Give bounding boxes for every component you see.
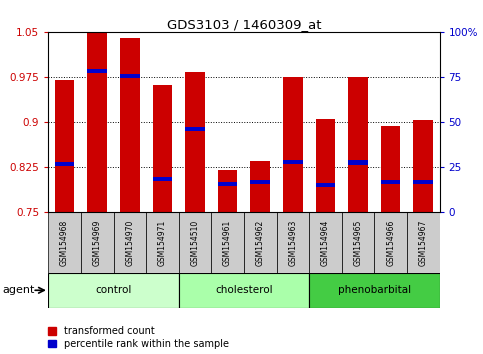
Text: control: control <box>95 285 132 295</box>
Bar <box>283 160 302 164</box>
Bar <box>309 273 440 308</box>
Text: cholesterol: cholesterol <box>215 285 273 295</box>
Bar <box>153 177 172 181</box>
Bar <box>48 273 179 308</box>
Bar <box>185 72 205 212</box>
Bar <box>81 212 114 273</box>
Text: GSM154969: GSM154969 <box>93 219 102 266</box>
Text: GSM154970: GSM154970 <box>125 219 134 266</box>
Bar <box>381 180 400 184</box>
Bar <box>316 183 335 187</box>
Text: GSM154962: GSM154962 <box>256 219 265 266</box>
Bar <box>185 127 205 131</box>
Bar <box>179 212 212 273</box>
Bar <box>218 170 238 212</box>
Text: GSM154971: GSM154971 <box>158 219 167 266</box>
Bar <box>413 180 433 184</box>
Bar <box>342 212 374 273</box>
Bar <box>55 162 74 166</box>
Bar <box>316 119 335 212</box>
Bar <box>348 77 368 212</box>
Bar <box>381 126 400 212</box>
Bar <box>48 212 81 273</box>
Text: GSM154961: GSM154961 <box>223 219 232 266</box>
Text: GSM154968: GSM154968 <box>60 219 69 266</box>
Bar <box>309 212 342 273</box>
Bar <box>114 212 146 273</box>
Bar <box>251 180 270 184</box>
Bar <box>413 120 433 212</box>
Bar <box>374 212 407 273</box>
Bar <box>348 160 368 165</box>
Text: GSM154967: GSM154967 <box>419 219 428 266</box>
Bar <box>212 212 244 273</box>
Bar <box>153 85 172 212</box>
Text: GSM154966: GSM154966 <box>386 219 395 266</box>
Title: GDS3103 / 1460309_at: GDS3103 / 1460309_at <box>167 18 321 31</box>
Bar <box>87 32 107 212</box>
Text: agent: agent <box>2 285 35 295</box>
Legend: transformed count, percentile rank within the sample: transformed count, percentile rank withi… <box>48 326 229 349</box>
Text: GSM154965: GSM154965 <box>354 219 363 266</box>
Bar <box>120 74 140 78</box>
Bar <box>251 161 270 212</box>
Text: phenobarbital: phenobarbital <box>338 285 411 295</box>
Bar <box>146 212 179 273</box>
Bar <box>87 69 107 73</box>
Text: GSM154510: GSM154510 <box>190 219 199 266</box>
Bar <box>276 212 309 273</box>
Bar <box>218 182 238 186</box>
Bar <box>244 212 277 273</box>
Bar <box>120 38 140 212</box>
Bar <box>55 80 74 212</box>
Text: GSM154964: GSM154964 <box>321 219 330 266</box>
Bar <box>407 212 440 273</box>
Text: GSM154963: GSM154963 <box>288 219 298 266</box>
Bar <box>179 273 309 308</box>
Bar <box>283 77 302 212</box>
